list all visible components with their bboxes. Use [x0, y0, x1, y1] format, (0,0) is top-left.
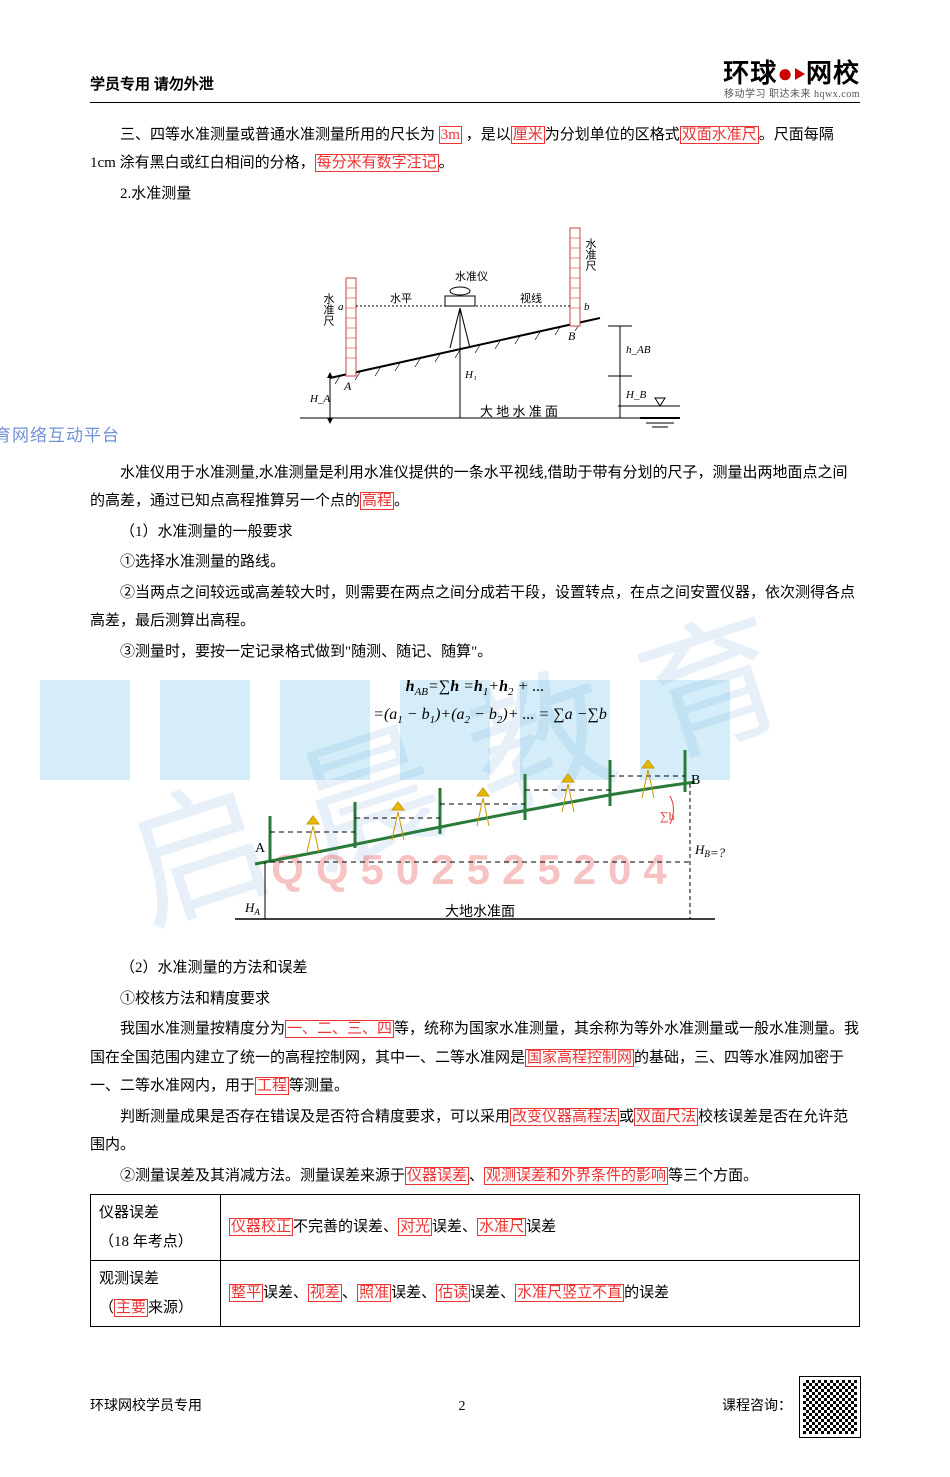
paragraph-7: ③测量时，要按一定记录格式做到"随测、随记、随算"。	[90, 638, 860, 667]
logo-text-b: 网校	[806, 59, 860, 88]
paragraph-8: （2）水准测量的方法和误差	[90, 954, 860, 983]
svg-text:HA: HA	[244, 900, 260, 917]
paragraph-9: ①校核方法和精度要求	[90, 985, 860, 1014]
formula-hab: hAB=∑h =h1+h2 + ... =(a1 − b1)+(a2 − b2)…	[90, 674, 860, 730]
svg-text:B: B	[568, 329, 576, 343]
svg-text:水准尺: 水准尺	[584, 238, 597, 272]
paragraph-12: ②测量误差及其消减方法。测量误差来源于仪器误差、观测误差和外界条件的影响等三个方…	[90, 1162, 860, 1191]
svg-text:水准仪: 水准仪	[455, 270, 488, 283]
heading-2: 2.水准测量	[90, 180, 860, 209]
logo: 环球●网校 移动学习 职达未来 hqwx.com	[723, 60, 860, 100]
svg-text:大 地 水 准 面: 大 地 水 准 面	[480, 404, 558, 419]
svg-text:H_A: H_A	[309, 393, 330, 405]
table-row: 仪器误差 （18 年考点） 仪器校正不完善的误差、对光误差、水准尺误差	[91, 1195, 860, 1261]
svg-text:水准尺: 水准尺	[322, 293, 335, 327]
logo-text-a: 环球	[723, 59, 777, 88]
table-row: 观测误差 （主要来源） 整平误差、视差、照准误差、估读误差、水准尺竖立不直的误差	[91, 1261, 860, 1327]
footer-right: 课程咨询：	[722, 1394, 792, 1421]
paragraph-5: ①选择水准测量的路线。	[90, 548, 860, 577]
figure-multi-station: 大地水准面 HA HB=? A B ∑h	[90, 744, 860, 945]
svg-text:视线: 视线	[520, 291, 542, 305]
svg-text:B: B	[691, 773, 700, 788]
svg-text:h_AB: h_AB	[626, 344, 651, 356]
svg-text:a: a	[338, 301, 344, 313]
svg-text:HB=?: HB=?	[694, 842, 726, 860]
svg-text:大地水准面: 大地水准面	[445, 904, 515, 920]
svg-text:H₁: H₁	[464, 369, 477, 381]
header-left-text: 学员专用 请勿外泄	[90, 71, 214, 100]
paragraph-6: ②当两点之间较远或高差较大时，则需要在两点之间分成若干段，设置转点，在点之间安置…	[90, 579, 860, 636]
figure-leveling-principle: 大 地 水 准 面 水准尺 a 水准尺 b 水准仪 水平 视线 A B	[90, 218, 860, 449]
svg-text:A: A	[343, 379, 352, 393]
error-table: 仪器误差 （18 年考点） 仪器校正不完善的误差、对光误差、水准尺误差 观测误差…	[90, 1194, 860, 1327]
page-header: 学员专用 请勿外泄 环球●网校 移动学习 职达未来 hqwx.com	[90, 60, 860, 103]
paragraph-11: 判断测量成果是否存在错误及是否符合精度要求，可以采用改变仪器高程法或双面尺法校核…	[90, 1103, 860, 1160]
paragraph-1: 三、四等水准测量或普通水准测量所用的尺长为 3m ，是以厘米为分划单位的区格式双…	[90, 121, 860, 178]
qr-code-icon	[800, 1377, 860, 1437]
svg-text:A: A	[255, 841, 266, 856]
paragraph-3: 水准仪用于水准测量,水准测量是利用水准仪提供的一条水平视线,借助于带有分划的尺子…	[90, 459, 860, 516]
svg-text:b: b	[584, 301, 590, 313]
logo-subtitle: 移动学习 职达未来 hqwx.com	[723, 89, 860, 100]
svg-text:H_B: H_B	[625, 389, 646, 401]
svg-text:水平: 水平	[390, 292, 412, 305]
page-number: 2	[459, 1394, 466, 1421]
watermark-left: 启晨教育网络互动平台	[0, 420, 120, 452]
footer-left: 环球网校学员专用	[90, 1394, 202, 1421]
page-footer: 环球网校学员专用 2 课程咨询：	[90, 1377, 860, 1437]
paragraph-4: （1）水准测量的一般要求	[90, 518, 860, 547]
paragraph-10: 我国水准测量按精度分为一、二、三、四等，统称为国家水准测量，其余称为等外水准测量…	[90, 1015, 860, 1101]
